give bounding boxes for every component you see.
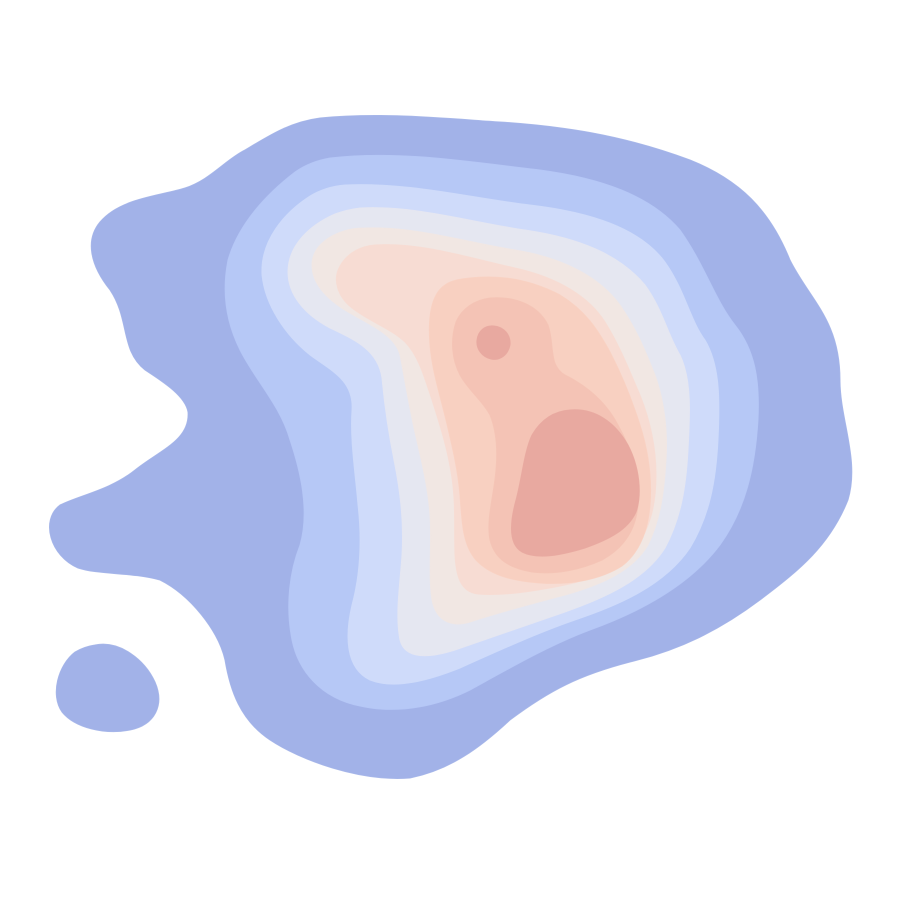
contour-band-level-9-peak-main [511,409,640,557]
contour-band-level-1-island [55,643,160,733]
contour-band-level-9-peak-small [476,325,511,360]
